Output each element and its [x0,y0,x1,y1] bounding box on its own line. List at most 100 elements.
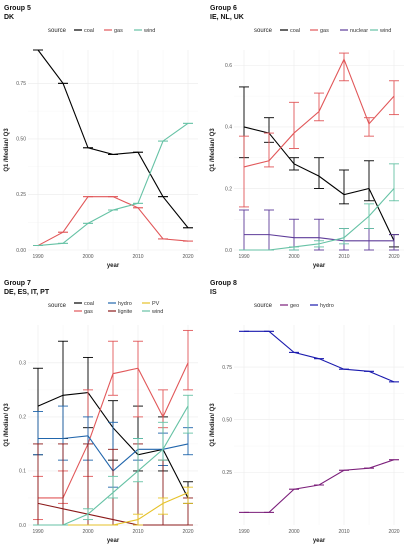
group-8-gridlines [234,325,404,525]
legend-label: gas [114,28,123,34]
error-bar [289,101,299,149]
group-8-subtitle: IS [210,289,217,296]
error-bar [314,92,324,122]
group-7-title: Group 7 [4,280,31,287]
legend-title: source [48,28,67,34]
panel-group-5: Group 5 DK source coal gas wind 1990 2000 2010 20… [0,0,205,275]
series-line [244,330,395,383]
legend-label: PV [152,301,160,307]
series-wind [239,163,399,251]
group-5-gridlines [28,50,198,251]
x-tick-label: 2000 [288,529,299,535]
legend-item-hydro: hydro [310,303,334,309]
legend-label: nuclear [350,28,368,34]
series-gas [239,52,399,208]
group-5-title: Group 5 [4,5,31,12]
legend-item-geo: geo [280,303,299,309]
legend-title: source [48,303,67,309]
legend-label: wind [143,28,155,34]
legend-label: gas [320,28,329,34]
legend-label: wind [151,309,163,315]
x-tick-label: 2020 [182,254,193,260]
series-line [38,405,189,526]
error-bar [339,52,349,82]
x-tick-label: 1990 [32,529,43,535]
x-tick-label: 2020 [388,529,399,535]
group-8-legend: source geo hydro [254,303,334,309]
y-tick-label: 0.0 [225,248,232,254]
group-7-legend: source coal gas hydro lignite PV wind [48,301,163,315]
series-line [244,459,395,513]
chart-group-6: Group 6 IE, NL, UK source coal gas nuclear win… [210,5,404,269]
legend-label: lignite [118,309,132,315]
y-tick-label: 0.2 [225,186,232,192]
series-wind [33,394,193,526]
x-tick-label: 1990 [238,254,249,260]
legend-label: coal [290,28,300,34]
group-6-x-axis-label: year [313,263,326,269]
error-bar [108,475,118,499]
legend-item-gas: gas [104,28,123,34]
error-bar [314,157,324,189]
error-bar [58,443,68,526]
error-bar [108,340,118,396]
legend-label: coal [84,301,94,307]
legend-label: gas [84,309,93,315]
error-bar [133,340,143,418]
error-bar [264,209,274,251]
legend-title: source [254,28,273,34]
error-bar [183,394,193,434]
chart-group-7: Group 7 DE, ES, IT, PT source coal gas hydro l… [4,280,198,544]
legend-item-lignite: lignite [108,309,132,315]
x-tick-label: 2010 [338,529,349,535]
panel-group-7: Group 7 DE, ES, IT, PT source coal gas hydro l… [0,275,205,550]
error-bar [183,486,193,504]
error-bar [183,329,193,391]
chart-group-5: Group 5 DK source coal gas wind 1990 2000 2010 20… [4,5,198,269]
error-bar [133,438,143,483]
error-bar [289,218,299,251]
group-6-subtitle: IE, NL, UK [210,14,244,21]
error-bar [158,421,168,461]
legend-item-coal: coal [74,301,94,307]
legend-label: hydro [118,301,132,307]
error-bar [239,209,249,251]
group-6-y-axis-label: Q1 /Median/ Q3 [210,128,216,172]
legend-item-wind: wind [370,28,391,34]
x-tick-label: 2000 [288,254,299,260]
group-5-legend: source coal gas wind [48,28,155,34]
group-8-x-axis-label: year [313,538,326,544]
group-8-title: Group 8 [210,280,237,287]
error-bar [389,234,399,251]
series-hydro [239,330,399,383]
error-bar [364,228,374,251]
y-tick-label: 0.6 [225,63,232,69]
group-6-title: Group 6 [210,5,237,12]
group-7-x-axis-label: year [107,538,120,544]
series-line [244,234,394,242]
legend-item-wind: wind [134,28,155,34]
group-5-subtitle: DK [4,14,14,21]
y-tick-label: 0.75 [16,81,26,87]
legend-label: wind [379,28,391,34]
group-6-legend: source coal gas nuclear wind [254,28,391,34]
group-7-y-axis-label: Q1 /Median/ Q3 [4,403,10,447]
group-7-subtitle: DE, ES, IT, PT [4,289,50,296]
y-tick-label: 0.2 [19,415,26,421]
legend-label: geo [290,303,299,309]
y-tick-label: 0.75 [222,365,232,371]
y-tick-label: 0.50 [222,418,232,424]
panel-group-6: Group 6 IE, NL, UK source coal gas nuclear win… [206,0,411,275]
x-tick-label: 2000 [82,529,93,535]
y-tick-label: 0.00 [16,248,26,254]
legend-item-pv: PV [142,301,160,307]
chart-group-8: Group 8 IS source geo hydro 1990 2000 2010 2020 0… [210,280,404,544]
x-tick-label: 2000 [82,254,93,260]
error-bar [389,80,399,116]
y-tick-label: 0.50 [16,137,26,143]
y-tick-label: 0.4 [225,125,232,131]
x-tick-label: 2010 [132,254,143,260]
group-8-y-axis-label: Q1 /Median/ Q3 [210,403,216,447]
panel-group-8: Group 8 IS source geo hydro 1990 2000 2010 2020 0… [206,275,411,550]
legend-item-coal: coal [74,28,94,34]
